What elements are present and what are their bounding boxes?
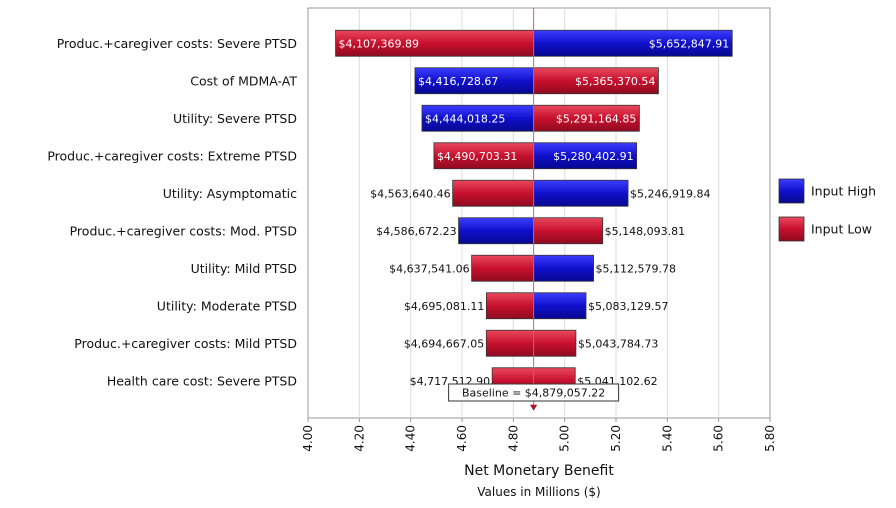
legend-swatch xyxy=(778,216,805,242)
low-value-label: $4,107,369.89 xyxy=(339,37,419,50)
low-value-label: $4,490,703.31 xyxy=(437,150,517,163)
category-label: Health care cost: Severe PTSD xyxy=(107,373,297,388)
bar-right-segment xyxy=(533,29,733,57)
low-value-label: $4,444,018.25 xyxy=(425,112,505,125)
low-value-label: $4,695,081.11 xyxy=(404,300,484,313)
baseline: Baseline = $4,879,057.22 xyxy=(448,8,620,411)
baseline-box xyxy=(448,383,620,402)
x-tick-label: 4.80 xyxy=(506,425,520,452)
bar-left-segment xyxy=(335,29,535,57)
category-label: Produc.+caregiver costs: Severe PTSD xyxy=(57,36,297,51)
high-value-label: $5,652,847.91 xyxy=(649,37,729,50)
bar-right-segment xyxy=(533,217,604,245)
bar-right-segment xyxy=(533,67,659,95)
bar-left-segment xyxy=(414,67,535,95)
low-value-label: $4,694,667.05 xyxy=(404,337,484,350)
bar-right-segment xyxy=(533,254,594,282)
bar-left-segment xyxy=(433,142,535,170)
bar-right-segment xyxy=(533,329,577,357)
high-value-label: $5,280,402.91 xyxy=(553,150,633,163)
x-tick-label: 5.20 xyxy=(609,425,623,452)
x-tick-label: 4.60 xyxy=(455,425,469,452)
low-value-label: $4,563,640.46 xyxy=(370,187,450,200)
category-label: Produc.+caregiver costs: Mod. PTSD xyxy=(70,223,297,238)
bar-right-segment xyxy=(533,179,629,207)
category-label: Produc.+caregiver costs: Extreme PTSD xyxy=(47,148,297,163)
legend: Input High Input Low xyxy=(778,178,876,242)
bar-left-segment xyxy=(485,329,535,357)
x-tick-label: 4.00 xyxy=(301,425,315,452)
x-axis-sublabel: Values in Millions ($) xyxy=(477,485,600,499)
legend-label: Input High xyxy=(811,184,876,199)
high-value-label: $5,112,579.78 xyxy=(596,262,676,275)
low-value-label: $4,416,728.67 xyxy=(418,75,498,88)
bar-right-segment xyxy=(533,104,640,132)
legend-label: Input Low xyxy=(811,222,872,237)
high-value-label: $5,043,784.73 xyxy=(578,337,658,350)
low-value-label: $4,637,541.06 xyxy=(389,262,469,275)
bar-left-segment xyxy=(486,292,535,320)
x-tick-label: 5.40 xyxy=(660,425,674,452)
category-label: Utility: Mild PTSD xyxy=(191,261,297,276)
category-label: Utility: Asymptomatic xyxy=(163,186,297,201)
bar-left-segment xyxy=(458,217,535,245)
bar-right-segment xyxy=(533,142,638,170)
x-tick-label: 5.80 xyxy=(763,425,777,452)
x-tick-labels: 4.00 4.20 4.40 4.60 4.80 5.00 5.20 5.40 5.60 5.80 xyxy=(301,425,777,452)
category-label: Utility: Severe PTSD xyxy=(173,111,297,126)
high-value-label: $5,148,093.81 xyxy=(605,225,685,238)
baseline-label: Baseline = $4,879,057.22 xyxy=(462,387,605,400)
high-value-label: $5,083,129.57 xyxy=(588,300,668,313)
category-label: Produc.+caregiver costs: Mild PTSD xyxy=(74,336,297,351)
x-axis-label: Net Monetary Benefit xyxy=(464,463,614,479)
category-label: Utility: Moderate PTSD xyxy=(157,298,297,313)
category-label: Cost of MDMA-AT xyxy=(190,73,297,88)
x-tick-label: 4.20 xyxy=(352,425,366,452)
bar-left-segment xyxy=(471,254,535,282)
bar-left-segment xyxy=(452,179,535,207)
high-value-label: $5,246,919.84 xyxy=(630,187,710,200)
bar-right-segment xyxy=(533,292,587,320)
low-value-label: $4,586,672.23 xyxy=(376,225,456,238)
category-labels: Produc.+caregiver costs: Severe PTSD Cost… xyxy=(47,36,297,389)
baseline-marker xyxy=(530,404,538,411)
x-tick-label: 4.40 xyxy=(404,425,418,452)
x-tick-label: 5.00 xyxy=(558,425,572,452)
value-labels: $4,107,369.89 $5,652,847.91 $4,416,728.67 $… xyxy=(339,37,730,388)
high-value-label: $5,291,164.85 xyxy=(556,112,636,125)
bar-left-segment xyxy=(421,104,535,132)
legend-swatch xyxy=(778,178,805,204)
high-value-label: $5,365,370.54 xyxy=(575,75,655,88)
x-tick-label: 5.60 xyxy=(712,425,726,452)
